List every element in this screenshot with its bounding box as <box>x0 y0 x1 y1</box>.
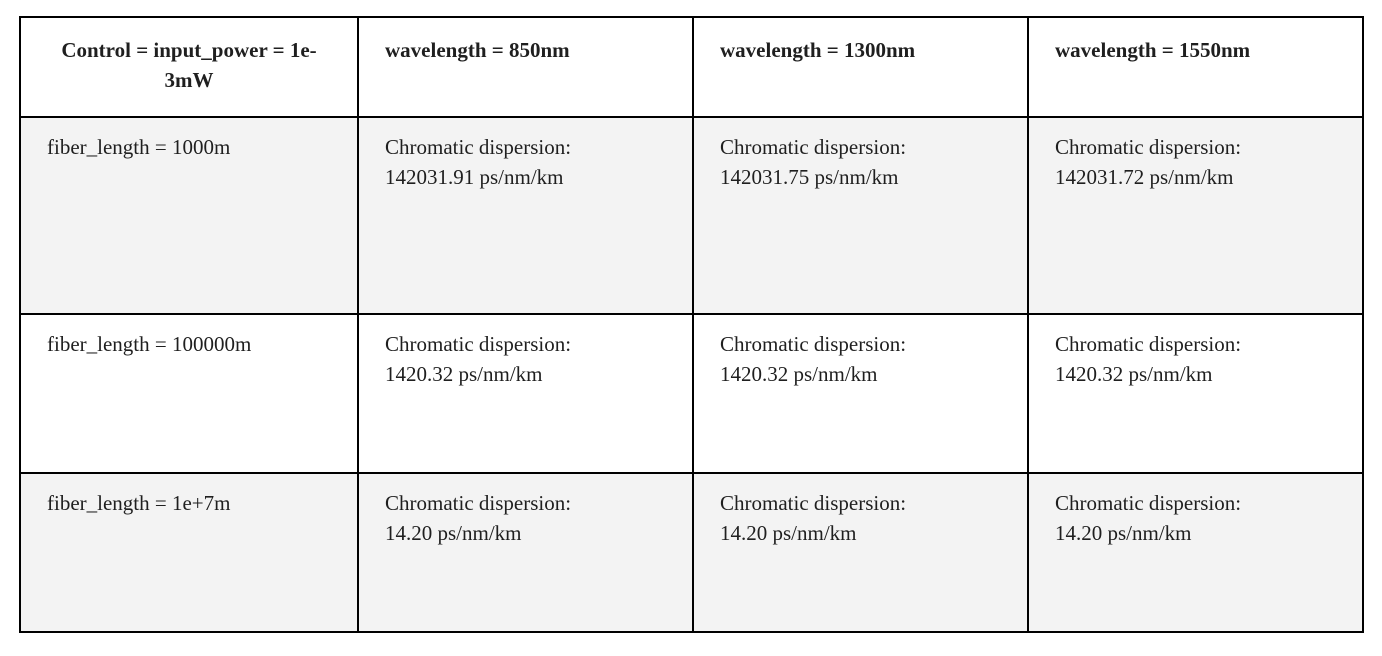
cell-value: 14.20 ps/nm/km <box>385 521 522 545</box>
table-cell: Chromatic dispersion: 142031.75 ps/nm/km <box>692 116 1029 315</box>
cell-prefix: Chromatic dispersion: <box>1055 491 1242 515</box>
column-header-1300nm: wavelength = 1300nm <box>692 16 1029 118</box>
cell-value: 142031.72 ps/nm/km <box>1055 165 1234 189</box>
cell-prefix: Chromatic dispersion: <box>385 491 572 515</box>
control-header-cell: Control = input_power = 1e-3mW <box>19 16 359 118</box>
cell-prefix: Chromatic dispersion: <box>720 332 907 356</box>
cell-value: 1420.32 ps/nm/km <box>385 362 543 386</box>
table-cell: Chromatic dispersion: 142031.91 ps/nm/km <box>357 116 694 315</box>
cell-prefix: Chromatic dispersion: <box>385 135 572 159</box>
cell-prefix: Chromatic dispersion: <box>720 135 907 159</box>
table-row: fiber_length = 100000m Chromatic dispers… <box>19 313 1364 474</box>
table-cell: Chromatic dispersion: 1420.32 ps/nm/km <box>1027 313 1364 474</box>
table-cell: Chromatic dispersion: 14.20 ps/nm/km <box>692 472 1029 633</box>
cell-prefix: Chromatic dispersion: <box>1055 135 1242 159</box>
table-row: fiber_length = 1e+7m Chromatic dispersio… <box>19 472 1364 633</box>
cell-value: 142031.75 ps/nm/km <box>720 165 899 189</box>
table-cell: Chromatic dispersion: 14.20 ps/nm/km <box>357 472 694 633</box>
cell-value: 14.20 ps/nm/km <box>1055 521 1192 545</box>
cell-value: 1420.32 ps/nm/km <box>720 362 878 386</box>
column-header-1550nm: wavelength = 1550nm <box>1027 16 1364 118</box>
cell-value: 142031.91 ps/nm/km <box>385 165 564 189</box>
row-label: fiber_length = 100000m <box>19 313 359 474</box>
cell-prefix: Chromatic dispersion: <box>720 491 907 515</box>
column-header-850nm: wavelength = 850nm <box>357 16 694 118</box>
cell-value: 14.20 ps/nm/km <box>720 521 857 545</box>
row-label: fiber_length = 1e+7m <box>19 472 359 633</box>
results-table: Control = input_power = 1e-3mW wavelengt… <box>19 16 1364 633</box>
table-row: fiber_length = 1000m Chromatic dispersio… <box>19 116 1364 315</box>
table-cell: Chromatic dispersion: 14.20 ps/nm/km <box>1027 472 1364 633</box>
cell-prefix: Chromatic dispersion: <box>1055 332 1242 356</box>
table-cell: Chromatic dispersion: 142031.72 ps/nm/km <box>1027 116 1364 315</box>
cell-value: 1420.32 ps/nm/km <box>1055 362 1213 386</box>
table-cell: Chromatic dispersion: 1420.32 ps/nm/km <box>692 313 1029 474</box>
row-label: fiber_length = 1000m <box>19 116 359 315</box>
table-cell: Chromatic dispersion: 1420.32 ps/nm/km <box>357 313 694 474</box>
cell-prefix: Chromatic dispersion: <box>385 332 572 356</box>
header-row: Control = input_power = 1e-3mW wavelengt… <box>19 16 1364 118</box>
